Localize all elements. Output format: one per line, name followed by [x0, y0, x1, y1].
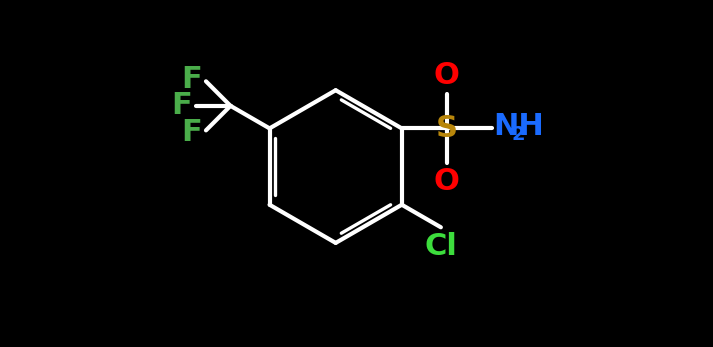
Text: O: O [434, 167, 460, 196]
Text: S: S [436, 114, 458, 143]
Text: F: F [182, 65, 202, 94]
Text: NH: NH [493, 112, 544, 141]
Text: F: F [172, 91, 193, 120]
Text: O: O [434, 60, 460, 90]
Text: 2: 2 [511, 125, 525, 144]
Text: Cl: Cl [424, 232, 457, 262]
Text: F: F [182, 118, 202, 146]
